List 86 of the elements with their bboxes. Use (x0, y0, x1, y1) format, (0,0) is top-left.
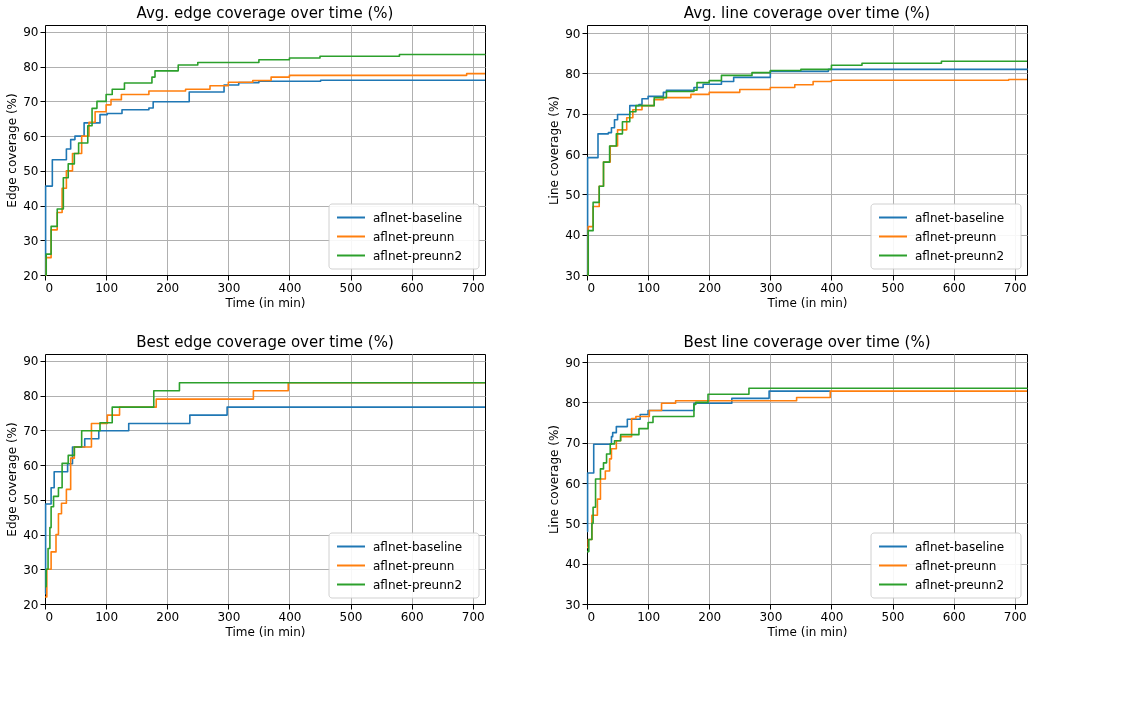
x-axis-title: Time (in min) (224, 624, 306, 639)
legend-label: aflnet-baseline (915, 539, 1005, 554)
y-tick-label: 60 (565, 147, 581, 162)
y-tick-label: 50 (565, 516, 581, 531)
x-axis-title: Time (in min) (224, 295, 306, 310)
x-tick-label: 500 (881, 609, 905, 624)
y-axis-title: Edge coverage (%) (5, 93, 20, 208)
y-tick-label: 50 (23, 493, 39, 508)
x-tick-label: 200 (156, 609, 180, 624)
x-tick-label: 100 (95, 280, 119, 295)
y-tick-label: 80 (23, 60, 39, 75)
y-tick-label: 40 (23, 199, 39, 214)
y-tick-label: 70 (565, 436, 581, 451)
x-tick-label: 500 (339, 280, 363, 295)
y-tick-label: 20 (23, 597, 39, 612)
y-tick-label: 90 (565, 355, 581, 370)
x-tick-label: 0 (45, 609, 54, 624)
x-tick-label: 400 (278, 280, 302, 295)
legend-label: aflnet-preunn (373, 558, 455, 573)
y-tick-label: 30 (23, 562, 39, 577)
x-tick-label: 400 (820, 280, 844, 295)
legend-label: aflnet-baseline (915, 210, 1005, 225)
legend-label: aflnet-preunn2 (373, 577, 463, 592)
legend-label: aflnet-preunn (915, 229, 997, 244)
x-tick-label: 400 (820, 609, 844, 624)
x-axis-title: Time (in min) (766, 624, 848, 639)
x-tick-label: 300 (217, 280, 241, 295)
x-tick-label: 700 (461, 280, 485, 295)
x-tick-label: 600 (942, 280, 966, 295)
x-tick-label: 700 (1003, 280, 1027, 295)
x-tick-label: 100 (637, 280, 661, 295)
x-tick-label: 500 (339, 609, 363, 624)
legend-label: aflnet-preunn2 (915, 577, 1005, 592)
x-tick-label: 300 (759, 280, 783, 295)
x-tick-label: 200 (156, 280, 180, 295)
y-tick-label: 50 (23, 164, 39, 179)
y-axis-title: Line coverage (%) (547, 95, 562, 206)
x-tick-label: 100 (637, 609, 661, 624)
x-tick-label: 700 (461, 609, 485, 624)
x-tick-label: 0 (587, 280, 596, 295)
legend-label: aflnet-preunn2 (373, 248, 463, 263)
y-tick-label: 40 (565, 557, 581, 572)
y-axis-title: Edge coverage (%) (5, 422, 20, 537)
y-tick-label: 90 (565, 26, 581, 41)
chart-title: Best edge coverage over time (%) (136, 333, 394, 351)
x-tick-label: 600 (400, 280, 424, 295)
y-tick-label: 80 (565, 66, 581, 81)
x-tick-label: 400 (278, 609, 302, 624)
x-tick-label: 0 (45, 280, 54, 295)
x-tick-label: 200 (698, 609, 722, 624)
legend-label: aflnet-preunn2 (915, 248, 1005, 263)
legend-label: aflnet-baseline (373, 210, 463, 225)
chart-title: Avg. line coverage over time (%) (683, 4, 931, 22)
y-tick-label: 60 (565, 476, 581, 491)
x-tick-label: 500 (881, 280, 905, 295)
x-tick-label: 600 (942, 609, 966, 624)
chart-title: Avg. edge coverage over time (%) (136, 4, 394, 22)
x-tick-label: 200 (698, 280, 722, 295)
y-tick-label: 70 (23, 423, 39, 438)
chart-title: Best line coverage over time (%) (683, 333, 931, 351)
x-tick-label: 700 (1003, 609, 1027, 624)
y-tick-label: 30 (23, 233, 39, 248)
x-tick-label: 300 (759, 609, 783, 624)
y-tick-label: 40 (565, 228, 581, 243)
y-tick-label: 90 (23, 25, 39, 40)
y-tick-label: 20 (23, 268, 39, 283)
y-tick-label: 30 (565, 268, 581, 283)
y-tick-label: 40 (23, 528, 39, 543)
x-tick-label: 300 (217, 609, 241, 624)
y-tick-label: 50 (565, 187, 581, 202)
y-tick-label: 70 (565, 107, 581, 122)
x-tick-label: 0 (587, 609, 596, 624)
legend-label: aflnet-preunn (373, 229, 455, 244)
y-axis-title: Line coverage (%) (547, 424, 562, 535)
y-tick-label: 90 (23, 354, 39, 369)
x-tick-label: 100 (95, 609, 119, 624)
legend-label: aflnet-baseline (373, 539, 463, 554)
x-tick-label: 600 (400, 609, 424, 624)
y-tick-label: 80 (23, 389, 39, 404)
x-axis-title: Time (in min) (766, 295, 848, 310)
legend-label: aflnet-preunn (915, 558, 997, 573)
y-tick-label: 70 (23, 94, 39, 109)
y-tick-label: 30 (565, 597, 581, 612)
y-tick-label: 60 (23, 129, 39, 144)
y-tick-label: 80 (565, 395, 581, 410)
y-tick-label: 60 (23, 458, 39, 473)
